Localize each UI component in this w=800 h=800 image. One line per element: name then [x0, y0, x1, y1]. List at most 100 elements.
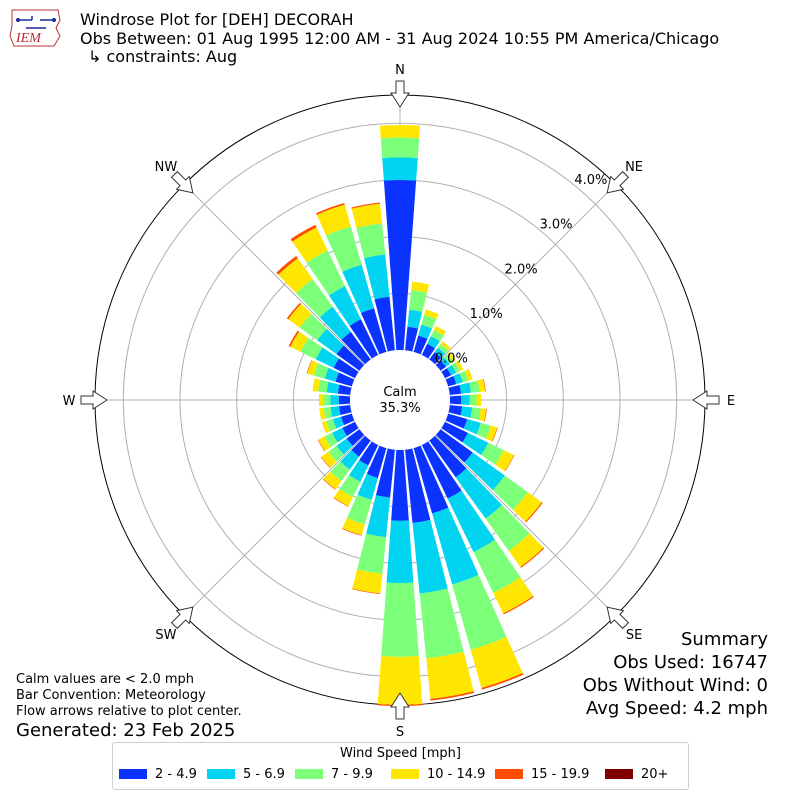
- windrose-bar-segment: [448, 384, 462, 395]
- windrose-bar-segment: [469, 394, 477, 406]
- windrose-bar-segment: [290, 331, 309, 352]
- windrose-bar-segment: [375, 448, 395, 498]
- windrose-bar-segment: [461, 394, 470, 406]
- windrose-bar-segment: [288, 303, 312, 328]
- grid-spoke: [183, 435, 365, 617]
- windrose-bar-segment: [407, 309, 423, 329]
- windrose-bar-segment: [495, 450, 514, 472]
- windrose-bar-segment: [476, 394, 482, 406]
- windrose-bar-segment: [525, 502, 543, 523]
- calm-value: 35.3%: [379, 401, 420, 416]
- windrose-bar-segment: [443, 354, 454, 365]
- windrose-bar-segment: [319, 407, 326, 420]
- legend-label: 7 - 9.9: [331, 767, 373, 782]
- windrose-bar-segment: [326, 381, 340, 394]
- legend-item: 7 - 9.9: [295, 767, 373, 783]
- windrose-bar-segment: [448, 405, 463, 416]
- windrose-bar-segment: [299, 313, 327, 341]
- calm-note: Calm values are < 2.0 mph: [16, 672, 195, 687]
- windrose-bar-segment: [322, 478, 336, 490]
- windrose-bars: [276, 125, 545, 707]
- windrose-bar-segment: [342, 528, 362, 536]
- windrose-bar-segment: [455, 468, 503, 519]
- windrose-bar-segment: [484, 408, 487, 422]
- constraints-text: ↳ constraints: Aug: [88, 47, 238, 66]
- grid-spoke: [435, 435, 617, 617]
- windrose-bar-segment: [445, 413, 468, 429]
- windrose-bar-segment: [364, 254, 390, 300]
- windrose-bar-segment: [481, 673, 524, 690]
- windrose-bar-segment: [318, 379, 329, 393]
- windrose-bar-segment: [356, 223, 386, 259]
- obs-between-text: Obs Between: 01 Aug 1995 12:00 AM - 31 A…: [80, 29, 720, 48]
- windrose-bar-segment: [318, 394, 324, 406]
- windrose-bar-segment: [342, 264, 375, 314]
- windrose-bar-segment: [318, 436, 331, 452]
- windrose-bar-segment: [440, 341, 451, 351]
- windrose-bar-segment: [335, 372, 355, 387]
- windrose-bar-segment: [324, 432, 338, 448]
- windrose-bar-segment: [405, 448, 431, 524]
- windrose-bar-segment: [276, 256, 298, 275]
- compass-label: NW: [155, 160, 178, 175]
- windrose-bar-segment: [326, 226, 362, 272]
- windrose-bar-segment: [412, 519, 448, 594]
- windrose-bar-segment: [477, 378, 486, 392]
- windrose-bar-segment: [292, 227, 328, 263]
- windrose-bar-segment: [485, 504, 530, 551]
- windrose-bar-segment: [469, 380, 480, 393]
- windrose-bar-segment: [504, 455, 515, 472]
- windrose-bar-segment: [459, 382, 472, 394]
- flow-arrow-icon: [390, 80, 410, 108]
- legend-title: Wind Speed [mph]: [340, 746, 461, 761]
- windrose-bar-segment: [464, 369, 473, 381]
- windrose-bar-segment: [391, 449, 409, 521]
- windrose-bar-segment: [460, 406, 473, 418]
- windrose-bar-segment: [321, 420, 331, 434]
- windrose-bar-segment: [432, 507, 479, 585]
- windrose-bar-segment: [421, 343, 436, 359]
- compass-label: SW: [155, 628, 176, 643]
- windrose-bar-segment: [357, 533, 387, 574]
- windrose-bar-segment: [446, 364, 457, 376]
- svg-text:IEM: IEM: [15, 31, 42, 46]
- flow-arrow-icon: [170, 170, 194, 194]
- windrose-bar-segment: [333, 358, 359, 379]
- windrose-bar-segment: [342, 517, 365, 536]
- chart-title: Windrose Plot for [DEH] DECORAH: [80, 10, 354, 29]
- legend-item: 10 - 14.9: [391, 767, 485, 783]
- grid-spoke: [183, 183, 365, 365]
- calm-label: Calm: [383, 385, 416, 400]
- radial-tick-label: 1.0%: [470, 307, 503, 322]
- windrose-bar-segment: [380, 137, 420, 158]
- windrose-bar-segment: [349, 319, 379, 359]
- windrose-bar-segment: [503, 596, 534, 615]
- windrose-bar-segment: [437, 343, 449, 354]
- windrose-bar-segment: [383, 180, 417, 351]
- windrose-bar-segment: [418, 324, 433, 339]
- windrose-bar-segment: [374, 296, 395, 352]
- windrose-bar-segment: [352, 588, 381, 595]
- windrose-bar-segment: [455, 360, 464, 371]
- windrose-bar-segment: [464, 452, 505, 491]
- legend: Wind Speed [mph] 2 - 4.9 5 - 6.9 7 - 9.9 10…: [112, 742, 689, 790]
- windrose-bar-segment: [427, 336, 440, 349]
- windrose-bar-segment: [328, 286, 361, 326]
- windrose-bar-segment: [300, 337, 323, 360]
- windrose-bar-segment: [315, 347, 339, 368]
- summary-obs-used: Obs Used: 16747: [613, 652, 768, 673]
- windrose-bar-segment: [386, 520, 414, 584]
- flow-arrows-note: Flow arrows relative to plot center.: [16, 704, 242, 719]
- radial-tick-label: 3.0%: [539, 218, 572, 233]
- windrose-bar-segment: [278, 258, 313, 294]
- windrose-bar-segment: [447, 352, 456, 362]
- windrose-bar-segment: [493, 577, 534, 614]
- radial-tick-label: 4.0%: [574, 173, 607, 188]
- windrose-bar-segment: [470, 407, 481, 420]
- summary-obs-without-wind: Obs Without Wind: 0: [582, 675, 768, 696]
- windrose-bar-segment: [348, 460, 369, 482]
- windrose-bar-segment: [320, 456, 331, 469]
- legend-label: 15 - 19.9: [531, 767, 590, 782]
- windrose-bar-segment: [352, 569, 383, 594]
- windrose-bar-segment: [317, 439, 325, 452]
